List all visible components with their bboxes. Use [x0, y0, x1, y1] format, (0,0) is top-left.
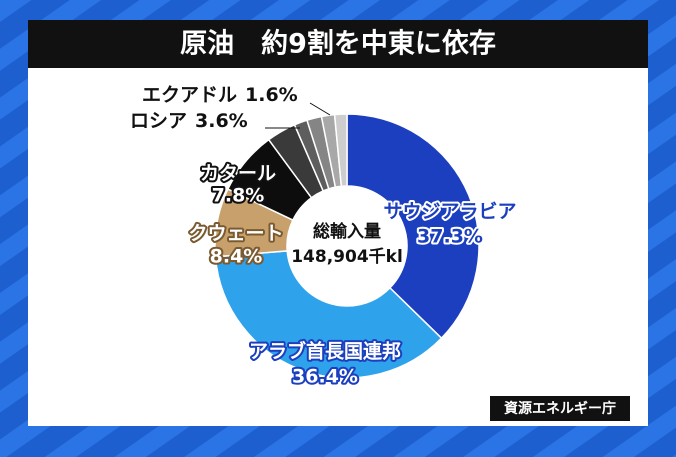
slice — [214, 250, 443, 379]
chart-title: 原油 約9割を中東に依存 — [180, 28, 496, 60]
category-label: サウジアラビア — [383, 201, 516, 223]
category-label: クウェート — [188, 223, 283, 245]
category-label: カタール — [200, 163, 276, 185]
donut — [214, 113, 480, 379]
source-box — [490, 396, 630, 421]
value-label: 7.8% — [212, 185, 265, 207]
source: 資源エネルギー庁 — [504, 400, 616, 417]
value-label: 3.6% — [195, 110, 248, 132]
value-label: 1.6% — [245, 84, 298, 106]
center-title: 総輸入量 — [313, 221, 381, 242]
category-label: エクアドル — [142, 84, 237, 106]
category-label: ロシア — [130, 110, 187, 132]
title-bar — [28, 20, 648, 68]
value-label: 37.3% — [417, 226, 483, 248]
slice — [346, 113, 480, 340]
leader-line — [309, 102, 331, 116]
center-value: 148,904千kl — [291, 247, 403, 267]
slice-label: エクアドル 1.6% — [142, 84, 298, 106]
slice — [333, 113, 348, 188]
slice-label: ロシア 3.6% — [130, 110, 248, 132]
value-label: 36.4% — [292, 366, 358, 388]
value-label: 8.4% — [210, 246, 263, 268]
category-label: アラブ首長国連邦 — [249, 340, 401, 363]
